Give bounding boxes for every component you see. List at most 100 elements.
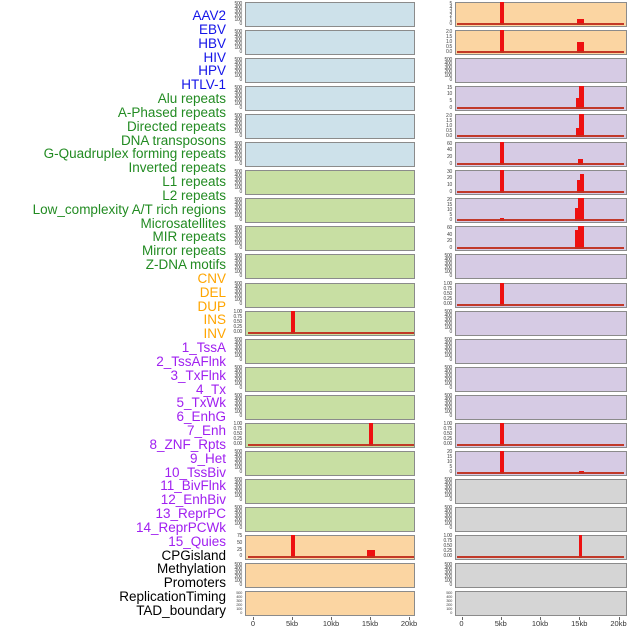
track-label: L1 repeats	[162, 174, 226, 190]
track-label: Low_complexity A/T rich regions	[32, 201, 226, 217]
y-axis-tick-label: 30	[447, 168, 452, 175]
y-axis-tick-label: 40	[447, 231, 452, 238]
y-axis-tick-label: 400	[444, 565, 453, 572]
y-axis-tick-label: 100	[234, 297, 243, 303]
y-axis-tick-label: 100	[234, 353, 243, 360]
y-axis-tick-label: 500	[234, 84, 243, 91]
y-axis-tick-label: 100	[234, 465, 243, 472]
track-label: AAV2	[192, 8, 226, 23]
y-axis-tick-label: 0	[239, 76, 243, 83]
track-label: DNA transposons	[120, 132, 226, 148]
y-axis-tick-label: 100	[444, 325, 453, 332]
x-axis-tick-mark	[292, 617, 293, 620]
y-axis-tick-label: 0	[239, 216, 243, 223]
y-axis-tick-label: 300	[444, 260, 453, 267]
y-axis-tick-label: 400	[234, 4, 243, 11]
y-axis-tick-label: 300	[234, 373, 243, 380]
y-axis-tick-label: 500	[444, 365, 453, 372]
y-axis-tick-label: 200	[444, 321, 453, 328]
y-axis-tick-label: 200	[234, 40, 243, 47]
track-label: MIR repeats	[152, 229, 226, 245]
y-axis-tick-label: 300	[234, 289, 243, 295]
y-axis-tick-label: 100	[236, 605, 242, 611]
track-label: 11_BivFlnk	[160, 478, 226, 494]
y-axis-tick-label: 0	[239, 357, 243, 364]
track-panel	[455, 282, 627, 308]
y-axis-tick-label: 1.00	[443, 421, 452, 428]
y-axis-tick-label: 5	[449, 211, 453, 218]
y-axis-tick-label: 0.00	[233, 329, 242, 336]
track-label: Inverted repeats	[128, 160, 226, 176]
y-axis-tick-label: 300	[446, 597, 452, 603]
y-axis-tick-label: 400	[234, 88, 243, 95]
y-axis-tick-label: 20	[447, 175, 452, 182]
y-axis-tick-label: 300	[234, 513, 243, 520]
track-label: CNV	[197, 270, 226, 286]
y-axis-tick-label: 200	[234, 152, 243, 159]
y-axis-tick-label: 200	[234, 236, 243, 243]
track-label: Mirror repeats	[141, 243, 226, 259]
y-axis-tick-label: 300	[444, 401, 453, 408]
y-axis-tick-label: 20	[447, 196, 452, 203]
y-axis-tick-label: 300	[234, 204, 243, 211]
x-axis-tick-mark	[500, 617, 502, 620]
track-label: Z-DNA motifs	[145, 257, 226, 273]
track-panel	[455, 366, 627, 392]
y-axis-tick-label: 300	[236, 597, 242, 603]
y-axis-tick-label: 0	[449, 357, 453, 364]
track-panel	[455, 58, 627, 84]
y-axis-tick-label: 500	[234, 337, 243, 344]
y-axis-tick-label: 0	[449, 272, 453, 279]
y-axis-tick-label: 0.50	[233, 431, 242, 438]
y-axis-tick-label: 100	[234, 409, 243, 416]
signal-bar	[579, 173, 584, 194]
y-axis-tick-label: 10	[447, 182, 452, 189]
x-axis-tick-mark	[409, 617, 410, 620]
y-axis-tick-label: 200	[444, 377, 453, 384]
signal-baseline	[456, 247, 624, 250]
x-axis-tick-mark	[579, 617, 581, 620]
y-axis-tick-label: 0	[239, 469, 243, 476]
track-label: HBV	[198, 35, 226, 51]
y-axis-tick-label: 500	[446, 589, 452, 595]
y-axis-tick-label: 60	[447, 224, 452, 231]
signal-baseline	[456, 443, 624, 446]
y-axis-tick-label: 200	[234, 180, 243, 187]
track-label: 13_ReprPC	[155, 506, 226, 522]
y-axis-tick-label: 0	[449, 76, 453, 83]
y-axis-tick-label: 0	[239, 581, 243, 588]
y-axis-tick-label: 500	[444, 393, 453, 400]
signal-bar	[576, 41, 584, 54]
track-label: L2 repeats	[162, 187, 226, 203]
y-axis-tick-label: 100	[444, 409, 453, 416]
y-axis-tick-label: 100	[444, 268, 453, 275]
y-axis-tick-label: 2.0	[445, 28, 452, 35]
y-axis-tick-label: 100	[234, 128, 243, 135]
track-panel	[455, 30, 627, 56]
y-axis-tick-label: 400	[444, 256, 453, 263]
y-axis-tick-label: 1.0	[445, 122, 452, 129]
y-axis-tick-label: 100	[234, 240, 243, 247]
y-axis-tick-label: 20	[447, 238, 452, 245]
y-axis-tick-label: 10	[447, 459, 452, 466]
y-axis-tick-label: 400	[234, 369, 243, 376]
y-axis-tick-label: 500	[234, 196, 243, 203]
track-panel	[245, 198, 415, 224]
y-axis-tick-label: 0	[449, 581, 453, 588]
x-axis-tick-label: 5kb	[494, 619, 507, 628]
track-panel	[245, 534, 415, 560]
y-axis-tick-label: 5	[449, 464, 453, 471]
signal-baseline	[456, 191, 624, 194]
y-axis-tick-label: 100	[444, 577, 453, 584]
y-axis-tick-label: 200	[446, 601, 452, 607]
signal-baseline	[456, 471, 624, 474]
x-axis-tick-label: 10kb	[322, 619, 340, 628]
y-axis-tick-label: 100	[234, 577, 243, 584]
y-axis-tick-label: 300	[234, 148, 243, 155]
y-axis-tick-label: 0	[240, 609, 242, 615]
track-panel	[245, 478, 415, 504]
x-axis-tick-label: 0	[250, 619, 256, 628]
y-axis-tick-label: 100	[234, 493, 243, 500]
y-axis-tick-label: 0.5	[445, 127, 452, 134]
y-axis-tick-label: 100	[234, 184, 243, 191]
